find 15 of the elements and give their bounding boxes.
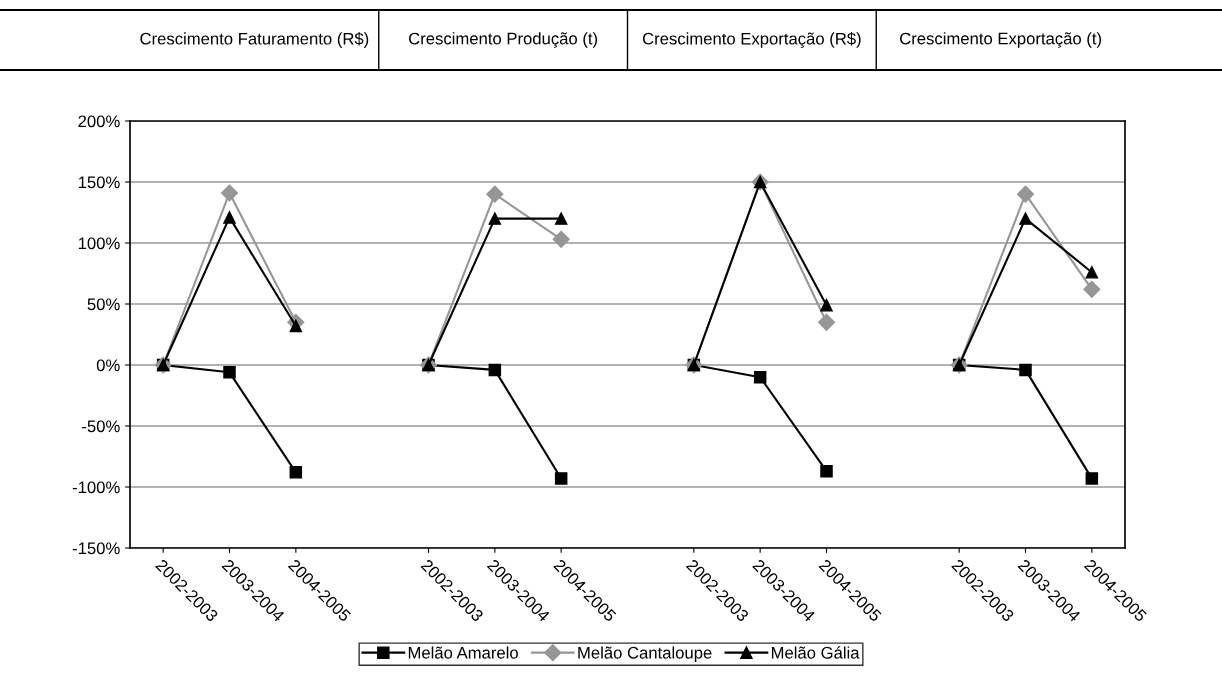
y-tick-label: -50% bbox=[82, 420, 120, 433]
y-tick-label: 200% bbox=[78, 115, 120, 128]
y-tick-label: -150% bbox=[72, 542, 120, 555]
text: Crescimento Exportação (R$) bbox=[642, 32, 861, 48]
y-tick-label: -100% bbox=[72, 481, 120, 494]
y-tick-label: 100% bbox=[78, 237, 120, 250]
legend-label: Melão Gália bbox=[771, 646, 860, 659]
y-tick-label: 50% bbox=[87, 298, 120, 311]
y-tick-label: 0% bbox=[96, 359, 120, 372]
legend-label: Melão Cantaloupe bbox=[578, 646, 712, 662]
text: Crescimento Exportação (t) bbox=[900, 32, 1102, 48]
text: Crescimento Produção (t) bbox=[409, 32, 598, 48]
text: Crescimento Faturamento (R$) bbox=[140, 32, 369, 48]
legend-label: Melão Amarelo bbox=[408, 646, 518, 659]
y-tick-label: 150% bbox=[78, 176, 120, 189]
